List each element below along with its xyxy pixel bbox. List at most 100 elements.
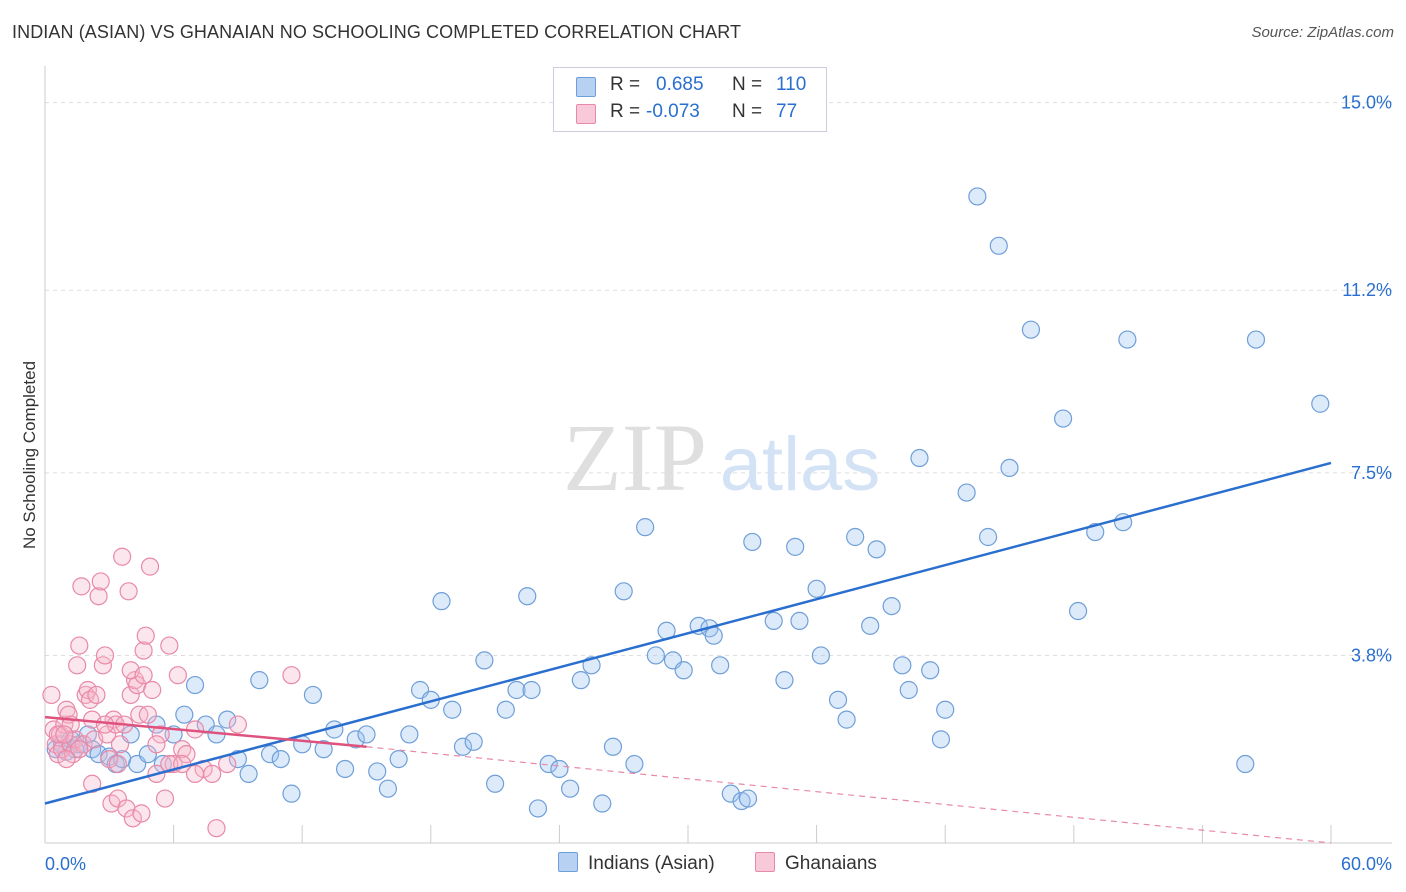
trend-line-ghanaians-extension [366,746,1332,844]
ghanaian-point-58 [203,764,222,784]
ghanaian-point-59 [207,819,226,838]
ghanaian-point-23 [91,572,110,591]
indian-point-77 [786,537,805,556]
bottom-legend-label-ghanaians: Ghanaians [785,853,877,874]
bottom-legend-swatch-ghanaians [755,852,775,872]
legend-n-label: N = [732,101,763,122]
ghanaian-point-32 [110,735,130,754]
indian-point-33 [335,759,355,779]
indian-point-88 [899,680,918,700]
indian-point-86 [882,596,901,616]
indian-point-37 [378,779,398,798]
indian-point-46 [475,651,494,670]
legend-n-label: N = [732,74,763,95]
indian-point-53 [539,754,558,774]
legend-r-value: -0.073 [646,101,700,122]
ghanaian-point-49 [151,725,170,744]
indian-point-52 [528,799,548,818]
y-tick-label-1: 7.5% [1351,463,1392,483]
indian-point-26 [260,745,280,764]
ghanaian-point-25 [95,646,115,665]
indian-point-31 [314,740,333,759]
indian-point-76 [775,671,794,690]
indian-point-62 [636,518,655,537]
indian-point-8 [89,745,108,764]
ghanaian-point-55 [177,745,196,764]
ghanaian-point-69 [108,754,127,774]
watermark-atlas: atlas [720,422,881,507]
ghanaian-point-13 [70,636,89,655]
bottom-legend-swatch-indians [558,852,578,872]
ghanaian-point-47 [143,680,162,700]
ghanaian-point-61 [228,715,247,734]
indian-point-70 [711,656,730,675]
legend-r-value: 0.685 [656,74,704,95]
watermark-zip: ZIP [563,404,707,511]
indian-point-63 [646,646,665,665]
indian-point-28 [282,784,301,803]
y-tick-label-2: 11.2% [1342,280,1392,300]
correlation-legend: R = 0.685 N = 110 R = -0.073 N = 77 [553,67,827,132]
ghanaian-point-68 [95,715,115,734]
indian-point-44 [453,737,473,756]
indian-point-75 [764,611,783,631]
indian-point-97 [1000,458,1019,478]
indian-point-43 [443,700,462,719]
indian-point-29 [293,735,312,754]
ghanaian-point-53 [168,666,187,685]
ghanaian-point-36 [119,582,138,601]
indian-point-98 [1021,320,1041,339]
ghanaian-point-75 [185,764,205,784]
ghanaian-point-45 [138,705,157,724]
indian-point-34 [346,730,365,749]
ghanaian-point-42 [132,804,151,823]
ghanaian-point-64 [48,725,67,744]
indian-point-90 [921,661,940,680]
indian-point-59 [603,737,623,756]
indian-point-80 [811,646,830,665]
y-tick-label-0: 3.8% [1351,645,1392,665]
indian-point-99 [1053,409,1073,428]
bottom-legend-ghanaians: Ghanaians [755,852,877,875]
indian-point-95 [978,527,998,547]
indian-point-22 [218,710,237,729]
indian-point-35 [357,725,376,744]
ghanaian-point-44 [136,626,155,645]
x-tick-label-1: 60.0% [1341,854,1392,874]
indian-point-39 [400,725,419,744]
ghanaian-point-46 [140,557,160,576]
legend-n-value: 110 [776,74,807,95]
indian-point-103 [1118,330,1137,349]
x-tick-label-0: 0.0% [45,854,86,874]
grid-lines [45,102,1392,656]
indian-point-73 [738,789,758,808]
y-tick-labels: 3.8% 7.5% 11.2% 15.0% [1341,93,1392,666]
indian-point-66 [674,661,693,680]
bottom-legend-label-indians: Indians (Asian) [588,853,715,874]
ghanaian-point-43 [134,641,153,660]
ghanaian-point-72 [147,735,166,754]
indian-point-47 [486,774,505,793]
indian-point-85 [867,540,886,559]
indian-point-74 [743,532,762,552]
indian-point-30 [303,685,323,705]
ghanaian-point-14 [72,577,91,596]
indian-point-104 [1236,754,1255,774]
ghanaian-point-71 [134,666,153,685]
indian-point-87 [893,656,912,675]
indian-point-93 [957,483,976,502]
legend-r-label: R = [610,101,641,122]
indian-point-91 [931,730,951,749]
indian-point-82 [837,710,856,729]
trend-line-ghanaians [44,715,367,749]
indian-point-19 [185,675,205,695]
indian-point-50 [518,587,537,606]
ghanaian-point-21 [87,685,106,705]
trend-line-indians [44,461,1332,805]
indian-point-105 [1246,330,1266,349]
ghanaian-point-65 [55,725,74,744]
legend-r-label: R = [610,74,641,95]
axes [44,66,1392,844]
indian-point-100 [1068,601,1088,621]
